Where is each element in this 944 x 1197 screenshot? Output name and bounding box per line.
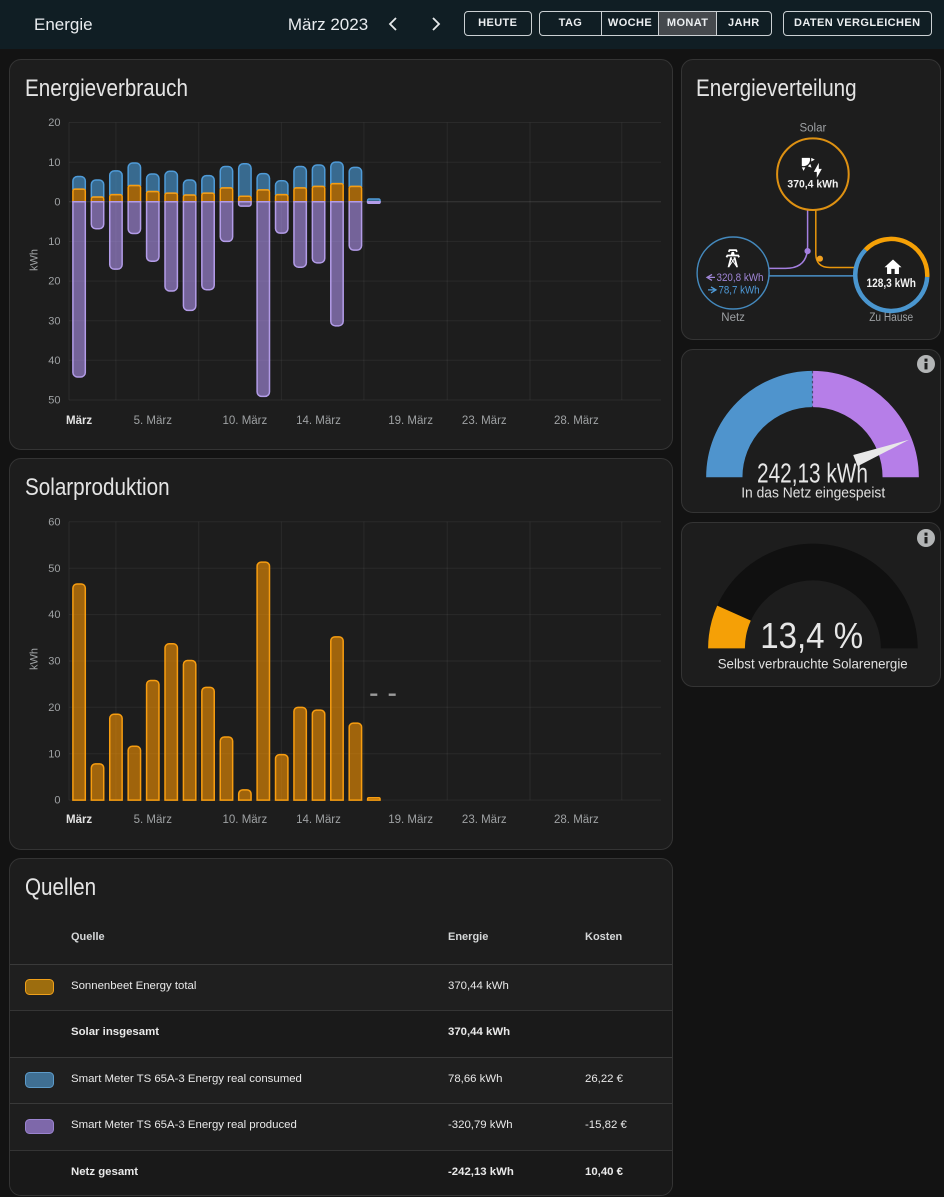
svg-text:0: 0 [54, 795, 60, 807]
svg-text:kWh: kWh [29, 249, 41, 271]
svg-text:128,3 kWh: 128,3 kWh [866, 276, 916, 290]
svg-text:50: 50 [48, 395, 60, 407]
svg-text:Zu Hause: Zu Hause [869, 312, 913, 324]
svg-text:78,7 kWh: 78,7 kWh [718, 285, 759, 297]
svg-text:23. März: 23. März [462, 415, 507, 427]
svg-text:10. März: 10. März [223, 814, 268, 826]
svg-text:10. März: 10. März [223, 415, 268, 427]
svg-text:kWh: kWh [29, 648, 41, 670]
svg-text:19. März: 19. März [388, 814, 433, 826]
svg-text:0: 0 [54, 196, 60, 208]
svg-text:242,13 kWh: 242,13 kWh [757, 457, 868, 488]
svg-text:30: 30 [48, 656, 60, 668]
svg-text:Netz: Netz [721, 312, 745, 324]
svg-text:60: 60 [48, 516, 60, 528]
svg-text:40: 40 [48, 609, 60, 621]
svg-text:5. März: 5. März [134, 415, 173, 427]
svg-text:50: 50 [48, 563, 60, 575]
svg-text:19. März: 19. März [388, 415, 433, 427]
svg-text:Selbst verbrauchte Solarenergi: Selbst verbrauchte Solarenergie [717, 656, 907, 672]
svg-text:30: 30 [48, 315, 60, 327]
svg-text:20: 20 [48, 276, 60, 288]
svg-text:370,4 kWh: 370,4 kWh [787, 179, 838, 191]
svg-text:23. März: 23. März [462, 814, 507, 826]
svg-text:März: März [66, 415, 92, 427]
svg-text:28. März: 28. März [554, 415, 599, 427]
svg-text:20: 20 [48, 117, 60, 129]
svg-text:14. März: 14. März [296, 415, 341, 427]
svg-text:14. März: 14. März [296, 814, 341, 826]
svg-text:20: 20 [48, 702, 60, 714]
svg-text:Solar: Solar [799, 123, 826, 135]
svg-text:13,4 %: 13,4 % [760, 615, 863, 656]
svg-text:März: März [66, 814, 92, 826]
svg-text:10: 10 [48, 157, 60, 169]
svg-text:In das Netz eingespeist: In das Netz eingespeist [741, 485, 885, 501]
svg-text:320,8 kWh: 320,8 kWh [716, 272, 763, 284]
svg-text:5. März: 5. März [134, 814, 173, 826]
svg-text:28. März: 28. März [554, 814, 599, 826]
svg-text:40: 40 [48, 355, 60, 367]
svg-text:10: 10 [48, 748, 60, 760]
svg-text:10: 10 [48, 236, 60, 248]
